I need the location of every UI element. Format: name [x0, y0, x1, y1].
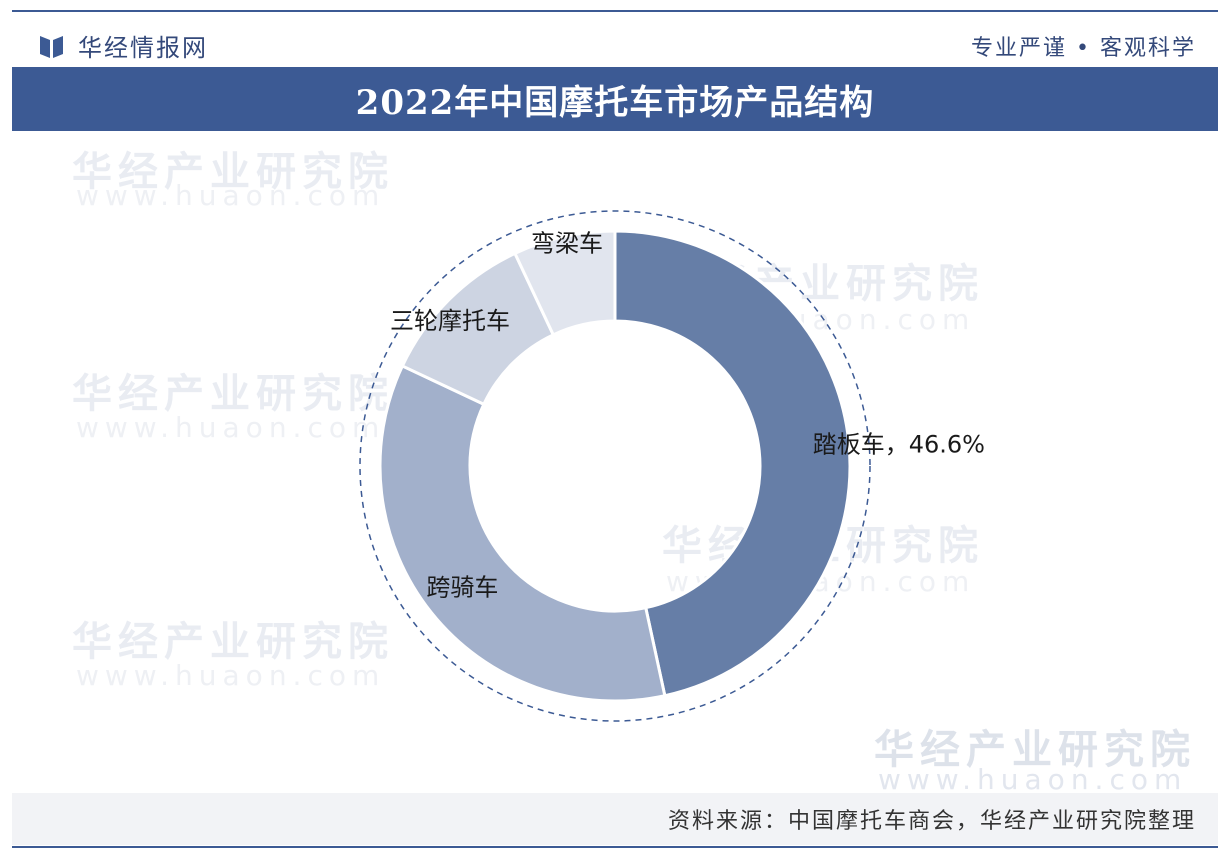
logo-icon — [40, 35, 63, 58]
slice-scooter — [613, 229, 852, 698]
footer: 资料来源：中国摩托车商会，华经产业研究院整理 — [12, 793, 1218, 845]
title-bar: 2022年中国摩托车市场产品结构 — [12, 67, 1218, 131]
watermark-text: 华经产业研究院 — [72, 149, 394, 195]
watermark-text: 华经产业研究院 — [72, 371, 394, 417]
watermark-text: 华经产业研究院 — [874, 727, 1196, 773]
logo: 华经情报网 — [38, 28, 208, 63]
watermark-url: www.huaon.com — [76, 179, 386, 212]
watermark-url: www.huaon.com — [76, 659, 386, 692]
source-note: 资料来源：中国摩托车商会，华经产业研究院整理 — [667, 809, 1196, 834]
chart-area: 华经产业研究院 www.huaon.com 华经产业研究院 www.huaon.… — [12, 131, 1218, 796]
label-tricycle: 三轮摩托车 — [390, 307, 510, 335]
chart-title: 2022年中国摩托车市场产品结构 — [355, 82, 875, 123]
slice-straddle — [378, 363, 667, 703]
dashed-outer-ring — [359, 210, 871, 722]
watermark-text: 华经产业研究院 — [72, 619, 394, 665]
bottom-rule — [12, 846, 1218, 848]
label-straddle: 跨骑车 — [426, 573, 498, 601]
top-rule — [12, 10, 1218, 12]
donut-chart: 踏板车，46.6% 跨骑车 三轮摩托车 弯梁车 — [359, 210, 985, 722]
header: 华经情报网 专业严谨 • 客观科学 — [12, 14, 1218, 66]
slogan: 专业严谨 • 客观科学 — [971, 36, 1196, 61]
watermark-url: www.huaon.com — [878, 763, 1188, 796]
label-scooter: 踏板车，46.6% — [813, 431, 985, 459]
watermark-url: www.huaon.com — [76, 411, 386, 444]
label-underbone: 弯梁车 — [531, 229, 603, 257]
logo-text: 华经情报网 — [78, 34, 208, 62]
slice-underbone — [512, 229, 617, 337]
